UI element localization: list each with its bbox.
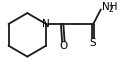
Text: 2: 2 — [108, 5, 113, 14]
Text: NH: NH — [102, 2, 118, 12]
Text: S: S — [90, 38, 96, 48]
Text: N: N — [42, 19, 50, 29]
Text: O: O — [59, 41, 67, 51]
